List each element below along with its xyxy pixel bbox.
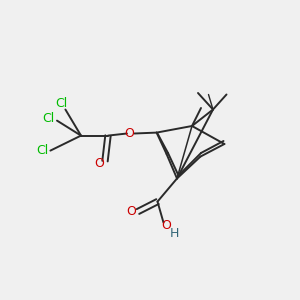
- Text: Cl: Cl: [43, 112, 55, 125]
- Text: O: O: [127, 205, 136, 218]
- Text: O: O: [95, 157, 104, 170]
- Text: H: H: [170, 226, 180, 240]
- Text: O: O: [162, 219, 171, 232]
- Text: O: O: [125, 127, 134, 140]
- Text: Cl: Cl: [56, 97, 68, 110]
- Text: Cl: Cl: [36, 144, 48, 157]
